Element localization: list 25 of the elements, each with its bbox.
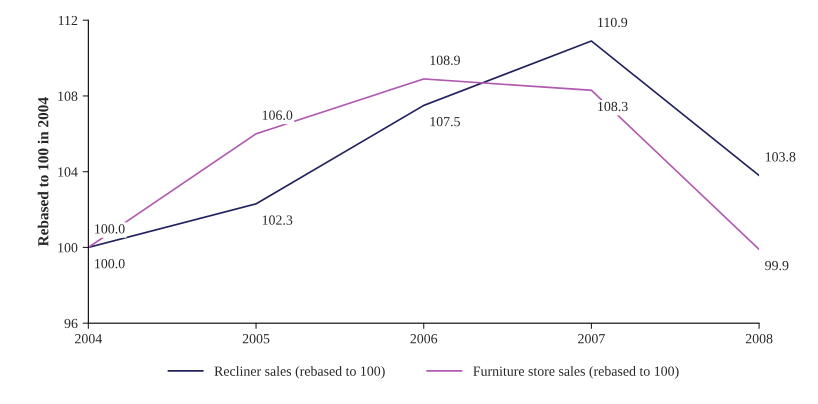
data-label: 103.8	[766, 152, 796, 162]
data-label: 99.9	[765, 260, 788, 270]
y-tick-label: 104	[58, 167, 78, 177]
data-label: 106.0	[262, 110, 292, 120]
data-label: 100.0	[95, 224, 125, 234]
x-tick-label: 2005	[242, 334, 270, 344]
legend-label: Recliner sales (rebased to 100)	[214, 366, 385, 379]
x-tick-label: 2004	[75, 334, 102, 344]
y-tick-label: 108	[58, 92, 78, 101]
data-label: 100.0	[95, 258, 125, 268]
x-tick-label: 2008	[746, 334, 772, 344]
data-label: 108.3	[598, 102, 628, 112]
data-label: 110.9	[598, 18, 628, 28]
legend-label: Furniture store sales (rebased to 100)	[473, 366, 679, 379]
x-tick-label: 2007	[578, 334, 605, 344]
data-label: 102.3	[262, 215, 292, 225]
line-series	[88, 78, 760, 250]
y-tick-label: 100	[58, 243, 78, 252]
x-tick-label: 2006	[410, 334, 438, 344]
line-series	[88, 40, 760, 248]
data-label: 108.9	[430, 56, 460, 66]
y-axis-title: Rebased to 100 in 2004	[38, 97, 48, 246]
y-tick-label: 96	[64, 318, 78, 328]
data-label: 107.5	[430, 116, 460, 126]
y-tick-label: 112	[58, 16, 78, 26]
